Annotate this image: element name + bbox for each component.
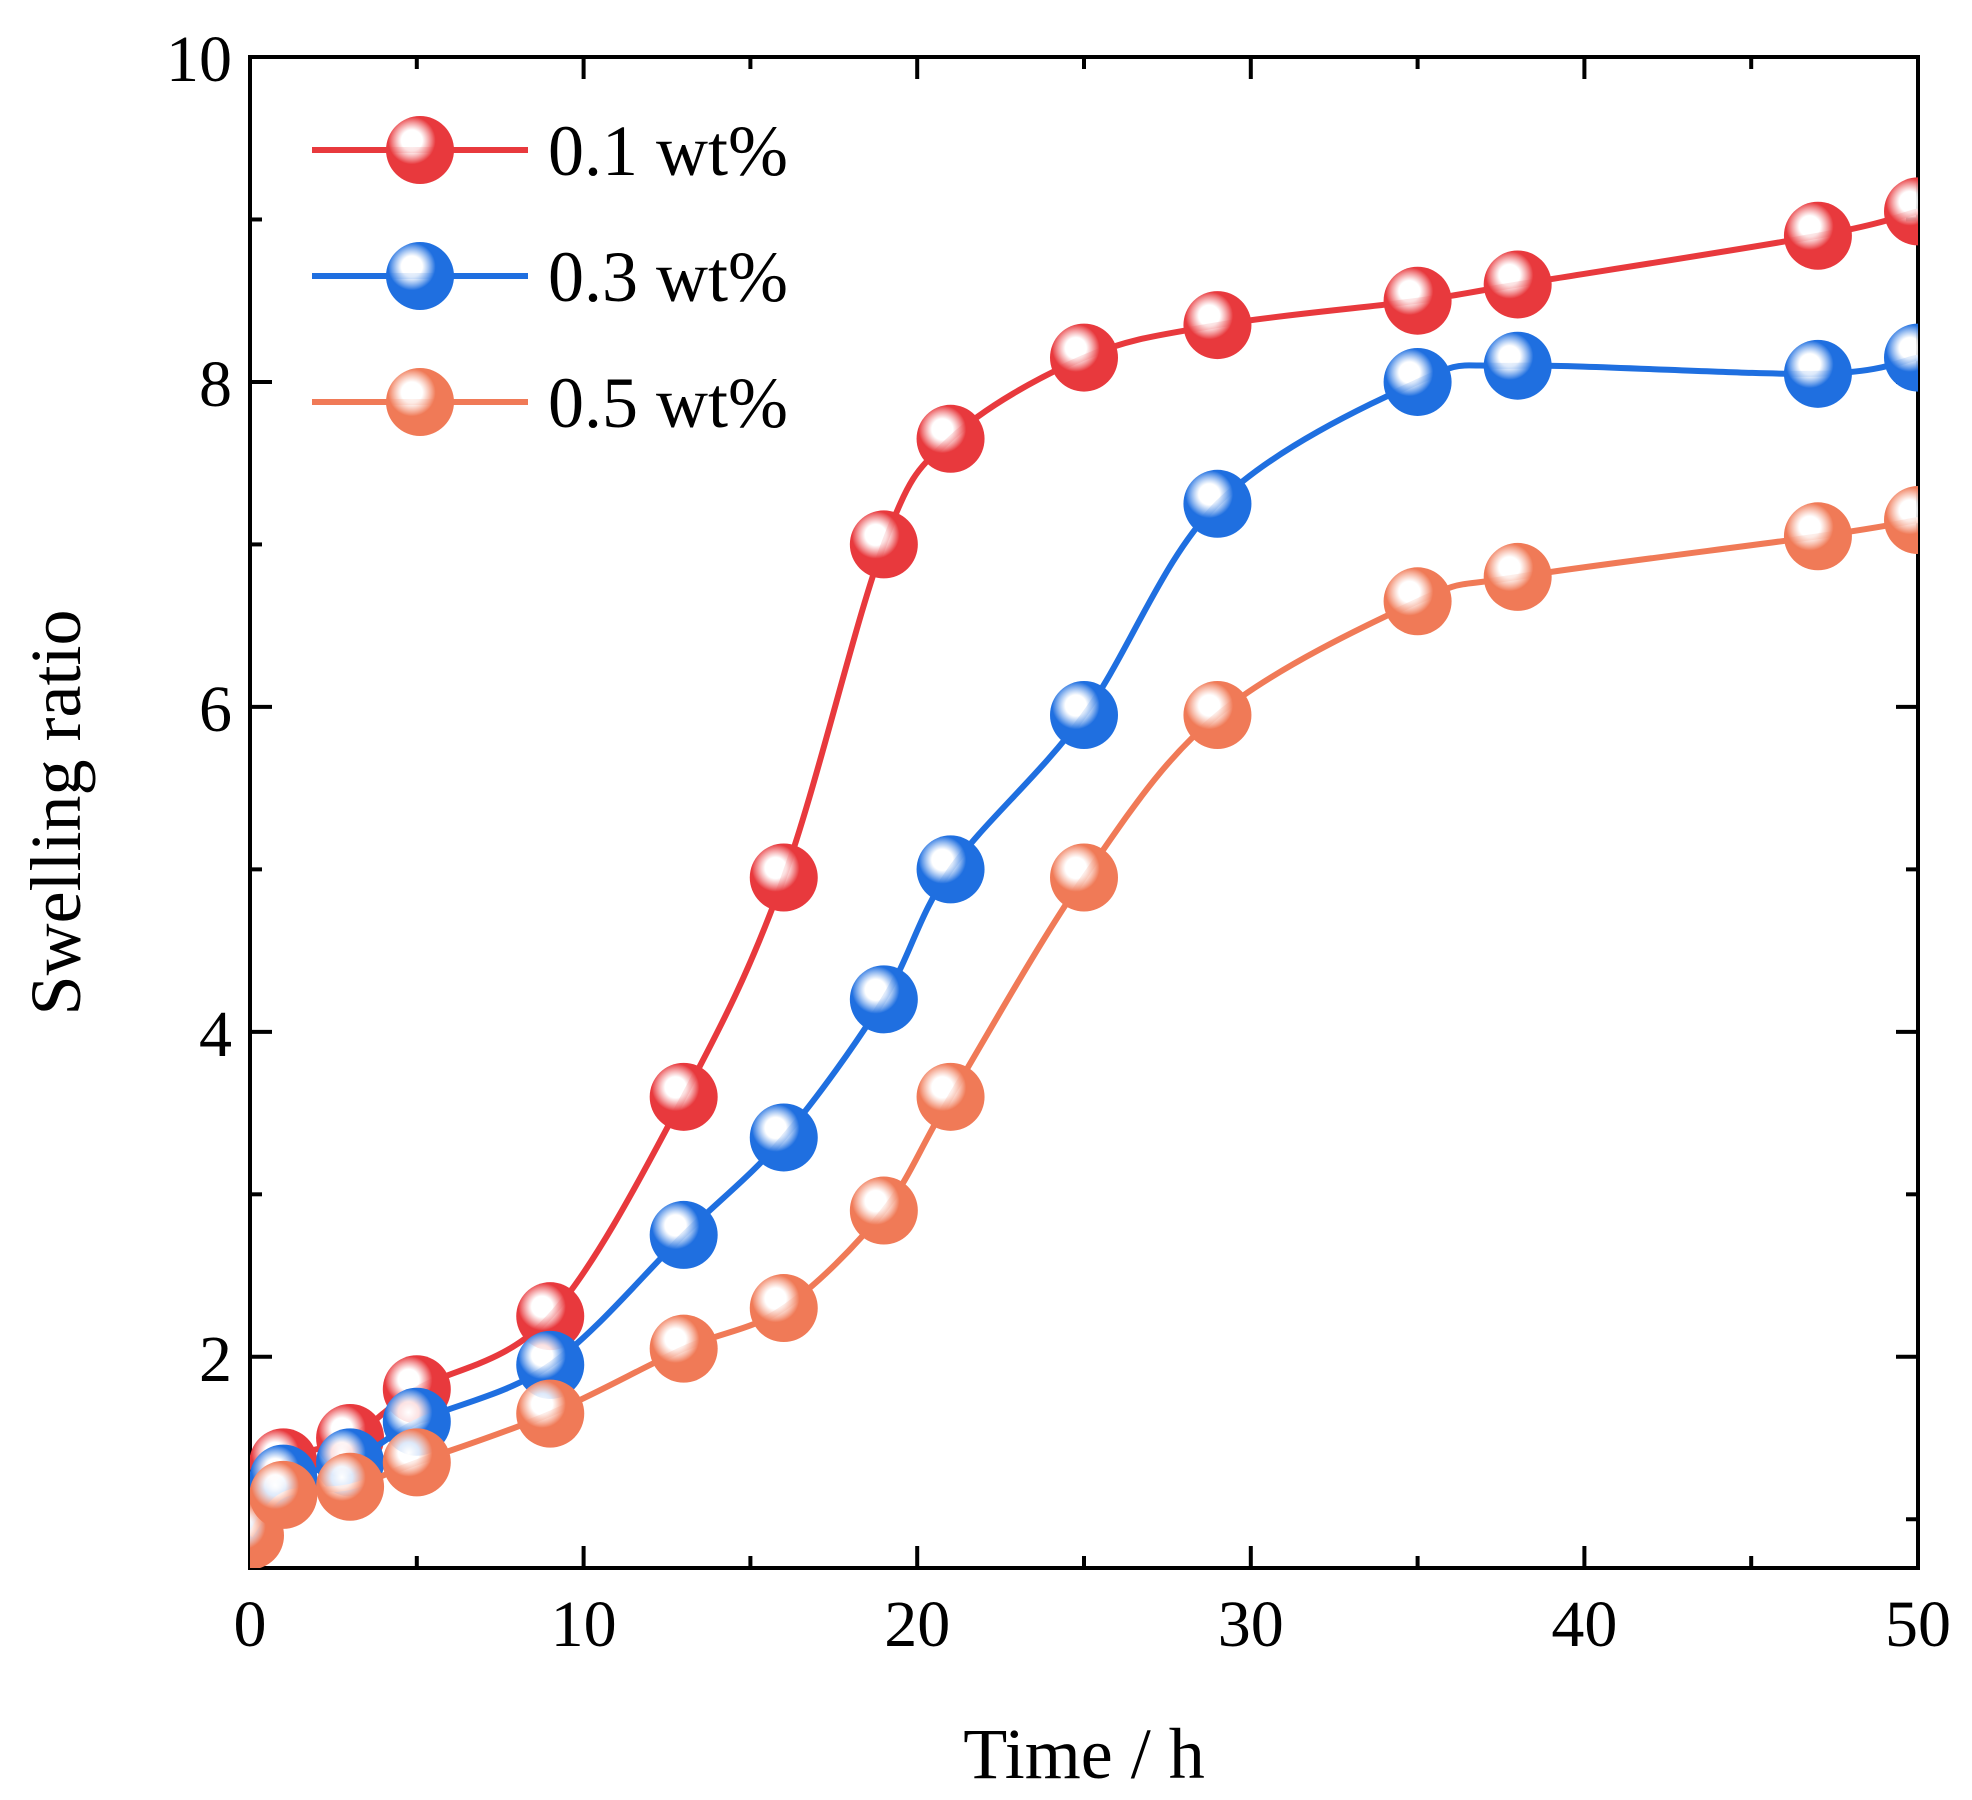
legend-marker xyxy=(386,242,454,310)
x-tick-label: 30 xyxy=(1218,1588,1284,1661)
data-point xyxy=(516,1282,585,1351)
data-point xyxy=(649,1062,718,1131)
data-point xyxy=(516,1379,585,1448)
data-point xyxy=(1884,177,1918,246)
data-point xyxy=(1383,266,1452,335)
series-layer xyxy=(250,177,1918,1568)
legend: 0.1 wt% 0.3 wt% 0.5 wt% xyxy=(312,111,788,443)
x-tick-label: 40 xyxy=(1551,1588,1617,1661)
series-line xyxy=(250,354,1918,1522)
legend-item: 0.1 wt% xyxy=(312,111,788,191)
y-tick-label: 8 xyxy=(199,348,232,421)
data-point xyxy=(1783,339,1852,408)
data-point xyxy=(1884,323,1918,392)
series-line xyxy=(250,517,1918,1538)
data-point xyxy=(649,1314,718,1383)
data-point xyxy=(1050,323,1118,392)
data-point xyxy=(1050,681,1118,750)
x-tick-label: 0 xyxy=(234,1588,267,1661)
data-point xyxy=(849,1176,918,1245)
data-point xyxy=(849,510,918,579)
legend-label: 0.5 wt% xyxy=(548,363,788,443)
legend-label: 0.3 wt% xyxy=(548,237,788,317)
axis-ticks: 0 10 20 30 40 50 2 4 6 8 10 xyxy=(166,23,1951,1661)
data-point xyxy=(749,843,818,912)
y-axis-title: Swelling ratio xyxy=(16,610,96,1016)
data-point xyxy=(516,1330,585,1399)
data-point xyxy=(1483,250,1552,319)
x-tick-label: 20 xyxy=(884,1588,950,1661)
legend-marker xyxy=(386,116,454,184)
data-point xyxy=(1050,843,1118,912)
data-point xyxy=(382,1428,451,1497)
data-point xyxy=(316,1452,385,1521)
data-point xyxy=(649,1200,718,1269)
data-point xyxy=(250,1460,318,1529)
legend-item: 0.5 wt% xyxy=(312,363,788,443)
data-point xyxy=(1483,542,1552,611)
y-tick-label: 10 xyxy=(166,23,232,96)
data-point xyxy=(1383,567,1452,636)
legend-item: 0.3 wt% xyxy=(312,237,788,317)
plot-frame xyxy=(248,55,1920,1570)
x-tick-label: 50 xyxy=(1885,1588,1951,1661)
x-tick-label: 10 xyxy=(551,1588,617,1661)
data-point xyxy=(849,965,918,1034)
legend-marker xyxy=(386,368,454,436)
data-point xyxy=(749,1274,818,1343)
data-point xyxy=(749,1103,818,1172)
series-2 xyxy=(250,486,1918,1568)
data-point xyxy=(916,404,985,473)
data-point xyxy=(1783,502,1852,571)
data-point xyxy=(1183,681,1252,750)
data-point xyxy=(1183,291,1252,360)
data-point xyxy=(1483,331,1552,400)
plot-frame-border xyxy=(248,55,1920,1570)
data-point xyxy=(1383,347,1452,416)
x-axis-title: Time / h xyxy=(963,1714,1204,1794)
y-tick-label: 6 xyxy=(199,673,232,746)
data-point xyxy=(916,835,985,904)
data-point xyxy=(916,1062,985,1131)
data-point xyxy=(1783,201,1852,270)
y-tick-label: 2 xyxy=(199,1323,232,1396)
data-point xyxy=(1183,469,1252,538)
y-tick-label: 4 xyxy=(199,998,232,1071)
legend-label: 0.1 wt% xyxy=(548,111,788,191)
series-1 xyxy=(250,323,1918,1554)
data-point xyxy=(1884,486,1918,555)
